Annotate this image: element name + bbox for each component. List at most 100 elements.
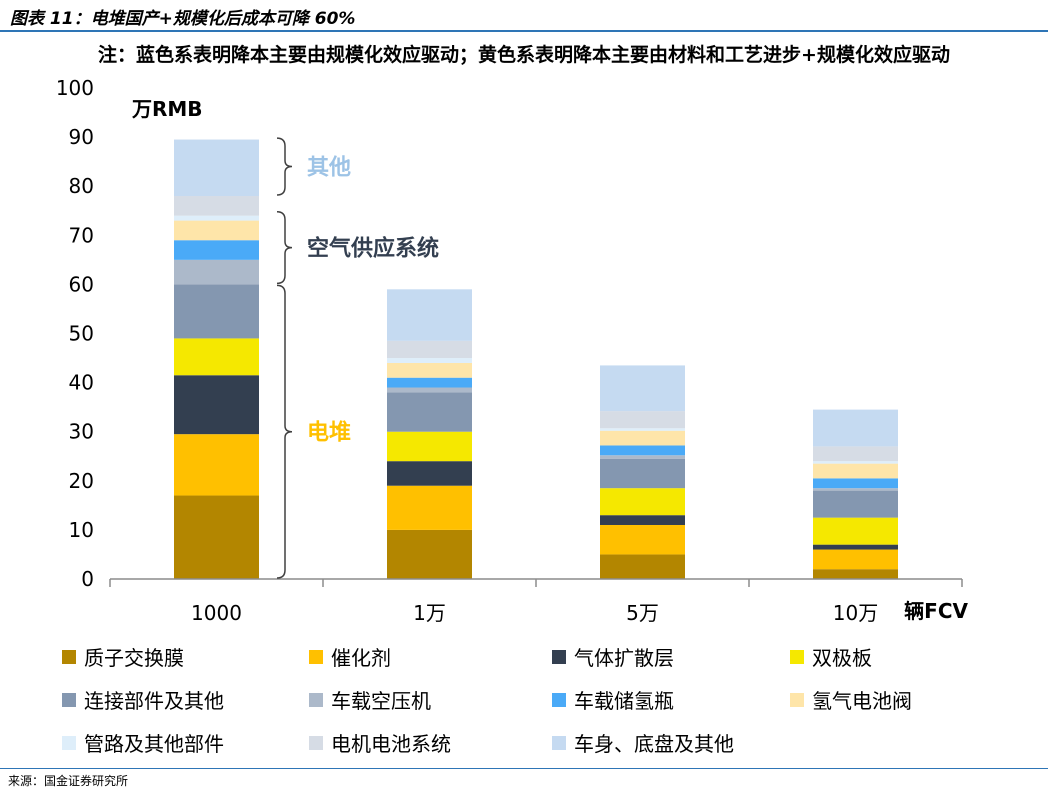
bar-segment	[387, 529, 472, 579]
bar-segment	[813, 517, 898, 545]
x-tick-label: 5万	[626, 601, 659, 625]
legend-swatch	[790, 649, 804, 664]
legend-item: 催化剂	[309, 642, 391, 671]
legend-item: 管路及其他部件	[62, 728, 224, 757]
bar-segment	[600, 524, 685, 555]
bar-segment	[174, 495, 259, 579]
legend-item: 气体扩散层	[552, 642, 674, 671]
y-tick-label: 70	[69, 223, 94, 247]
bar-segment	[813, 478, 898, 489]
legend-label: 气体扩散层	[574, 646, 674, 670]
chart-note: 注：蓝色系表明降本主要由规模化效应驱动；黄色系表明降本主要由材料和工艺进步+规模…	[98, 44, 950, 66]
bar-segment	[600, 515, 685, 525]
x-tick-label: 10万	[833, 601, 878, 625]
bar-segment	[387, 392, 472, 432]
legend-item: 双极板	[790, 642, 872, 671]
bar-segment	[387, 485, 472, 530]
bar-segment	[813, 490, 898, 518]
bar-segment	[174, 215, 259, 221]
source-note: 来源：国金证券研究所	[8, 774, 129, 788]
brace-label: 其他	[307, 156, 351, 181]
y-tick-label: 60	[69, 272, 94, 296]
y-axis-title: 万RMB	[131, 97, 203, 121]
bar-segment	[813, 544, 898, 550]
legend-label: 连接部件及其他	[84, 689, 224, 713]
legend-label: 车身、底盘及其他	[574, 732, 734, 756]
brace	[276, 137, 293, 196]
bar-segment	[387, 289, 472, 341]
y-tick-label: 0	[81, 567, 94, 591]
legend-swatch	[552, 735, 566, 750]
legend-swatch	[62, 649, 76, 664]
legend-swatch	[62, 735, 76, 750]
y-tick-label: 10	[69, 518, 94, 542]
bar-segment	[174, 139, 259, 197]
legend-swatch	[552, 649, 566, 664]
y-tick-label: 20	[69, 469, 94, 493]
bar-segment	[387, 387, 472, 393]
legend-label: 车载空压机	[331, 689, 431, 713]
y-tick-label: 40	[69, 371, 94, 395]
bar-segment	[387, 362, 472, 378]
figure-title: 图表 11：电堆国产+规模化后成本可降 60%	[10, 9, 356, 29]
y-tick-label: 100	[56, 76, 94, 100]
bar-segment	[174, 220, 259, 241]
bar-segment	[813, 461, 898, 464]
x-tick-label: 1万	[413, 601, 446, 625]
bottom-rule	[0, 768, 1048, 769]
legend-item: 连接部件及其他	[62, 685, 224, 714]
legend-swatch	[790, 692, 804, 707]
bar-segment	[600, 430, 685, 446]
legend-swatch	[309, 649, 323, 664]
legend-swatch	[309, 692, 323, 707]
brace-label: 电堆	[307, 421, 351, 446]
legend-label: 电机电池系统	[331, 732, 451, 756]
bar-segment	[174, 240, 259, 260]
legend-label: 氢气电池阀	[812, 689, 912, 713]
legend-label: 催化剂	[331, 646, 391, 670]
top-rule	[0, 30, 1048, 32]
bar-segment	[387, 358, 472, 363]
legend-item: 车载储氢瓶	[552, 685, 674, 714]
legend-swatch	[62, 692, 76, 707]
bar-segment	[813, 463, 898, 479]
bar-segment	[600, 428, 685, 431]
brace	[276, 211, 293, 285]
bar-segment	[813, 488, 898, 491]
bar-segment	[813, 446, 898, 462]
brace-label: 空气供应系统	[307, 236, 439, 262]
legend-item: 车身、底盘及其他	[552, 728, 734, 757]
legend-item: 氢气电池阀	[790, 685, 912, 714]
bar-segment	[387, 340, 472, 359]
y-tick-label: 90	[69, 125, 94, 149]
legend-swatch	[552, 692, 566, 707]
legend-item: 车载空压机	[309, 685, 431, 714]
x-tick-label: 1000	[191, 601, 242, 625]
bar-segment	[600, 455, 685, 459]
bar-segment	[174, 375, 259, 435]
bar-segment	[174, 434, 259, 496]
bar-segment	[600, 445, 685, 456]
legend-label: 质子交换膜	[84, 646, 184, 670]
legend-item: 电机电池系统	[309, 728, 451, 757]
bar-segment	[600, 554, 685, 579]
x-axis-title: 辆FCV	[904, 599, 968, 623]
brace	[276, 284, 293, 579]
legend-swatch	[309, 735, 323, 750]
bar-segment	[387, 461, 472, 486]
bar-segment	[174, 196, 259, 216]
legend-label: 车载储氢瓶	[574, 689, 674, 713]
bar-segment	[387, 431, 472, 462]
bar-segment	[174, 259, 259, 285]
bar-segment	[600, 411, 685, 429]
bar-segment	[600, 458, 685, 489]
bar-segment	[600, 488, 685, 516]
bar-segment	[174, 284, 259, 339]
legend-item: 质子交换膜	[62, 642, 184, 671]
bar-segment	[813, 549, 898, 570]
legend-label: 双极板	[812, 646, 872, 670]
bar-segment	[387, 377, 472, 388]
stacked-bar-chart: 0 10 20 30 40 50 60 70 80 90 100 1000 1万 5万 10万 万RMB 辆FC…	[56, 76, 969, 625]
bar-segment	[174, 338, 259, 376]
legend-label: 管路及其他部件	[84, 732, 224, 756]
